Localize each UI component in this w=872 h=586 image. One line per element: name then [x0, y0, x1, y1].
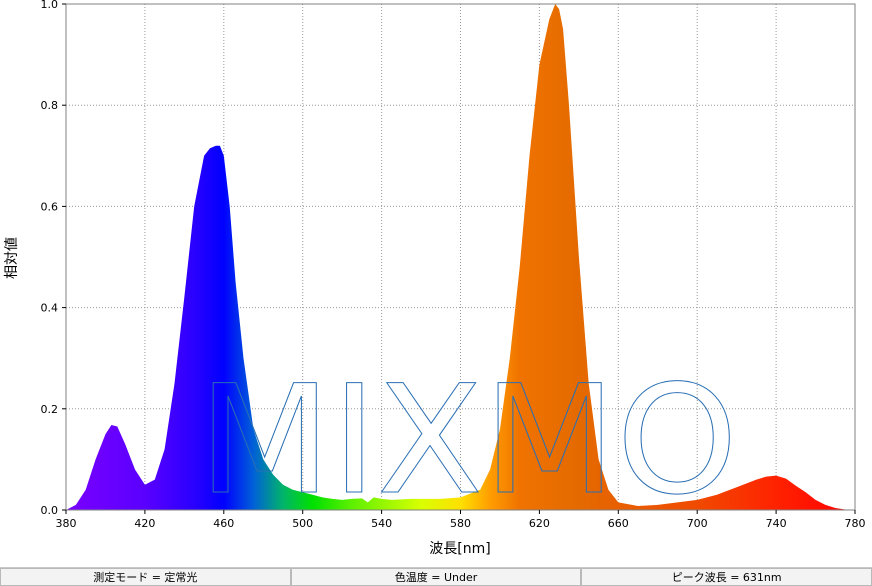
spectrum-chart: MIXMO 380 420 460 500 540 580 620 660 700 740 780 … — [4, 0, 866, 557]
measurement-mode-status: 測定モード = 定常光 — [0, 568, 291, 586]
status-bar: 測定モード = 定常光 色温度 = Under ピーク波長 = 631nm — [0, 567, 872, 586]
color-temperature-status: 色温度 = Under — [290, 568, 582, 586]
x-tick-label: 380 — [56, 517, 77, 530]
x-tick-label: 460 — [213, 517, 234, 530]
x-tick-label: 780 — [845, 517, 866, 530]
y-tick-label: 0.2 — [41, 403, 59, 416]
y-tick-label: 0.8 — [41, 99, 59, 112]
y-tick-label: 0.4 — [41, 302, 59, 315]
x-axis-title: 波長[nm] — [429, 541, 490, 557]
x-tick-label: 420 — [134, 517, 155, 530]
x-tick-label: 580 — [450, 517, 471, 530]
y-axis-ticks: 0.0 0.2 0.4 0.6 0.8 1.0 — [41, 0, 66, 517]
spectrum-area — [66, 4, 855, 510]
x-tick-label: 740 — [766, 517, 787, 530]
x-tick-label: 700 — [687, 517, 708, 530]
y-tick-label: 0.6 — [41, 200, 59, 213]
y-tick-label: 0.0 — [41, 504, 59, 517]
x-tick-label: 620 — [529, 517, 550, 530]
x-tick-label: 500 — [292, 517, 313, 530]
watermark-text: MIXMO — [198, 354, 738, 528]
x-tick-label: 660 — [608, 517, 629, 530]
x-tick-label: 540 — [371, 517, 392, 530]
y-tick-label: 1.0 — [41, 0, 59, 11]
peak-wavelength-status: ピーク波長 = 631nm — [581, 568, 872, 586]
y-axis-title: 相対値 — [4, 237, 20, 279]
x-axis-ticks: 380 420 460 500 540 580 620 660 700 740 780 — [56, 510, 866, 530]
